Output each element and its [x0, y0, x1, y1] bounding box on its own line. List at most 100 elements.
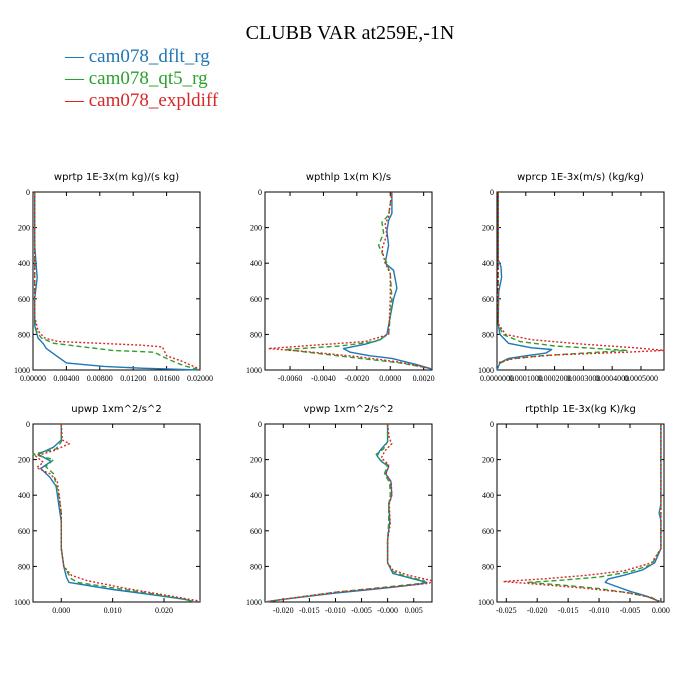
- panel-frame: [496, 423, 665, 603]
- panel-title: upwp 1xm^2/s^2: [71, 404, 161, 415]
- chart-panel-6: rtpthlp 1E-3x(kg K)/kg02004006008001000-…: [478, 404, 670, 615]
- legend-item-dflt: — cam078_dflt_rg: [65, 46, 210, 68]
- y-tick-label: 800: [18, 562, 30, 571]
- chart-panel-5: vpwp 1xm^2/s^2 0 200 400 600 800 1000 -0.020 -0.…: [246, 404, 433, 615]
- x-tick-label: -0.020: [527, 606, 548, 615]
- x-tick-label: -0.015: [558, 606, 579, 615]
- y-tick-label: 200: [18, 224, 30, 233]
- x-tick-label: 0.00000: [20, 374, 46, 383]
- panel-title: wprcp 1E-3x(m/s) (kg/kg): [517, 172, 644, 183]
- y-tick-label: 1000: [478, 598, 494, 607]
- chart-panel-3: wprcp 1E-3x(m/s) (kg/kg) 0 200 400 600 800 100…: [478, 172, 665, 383]
- series-line-3: [502, 424, 662, 603]
- y-tick-label: 400: [18, 491, 30, 500]
- x-tick-label: -0.0020: [345, 374, 370, 383]
- chart-panel-1: wprtp 1E-3x(m kg)/(s kg) 0 200 400 600 800 100…: [14, 172, 213, 383]
- y-tick-label: 200: [250, 224, 262, 233]
- series-line-3: [496, 192, 665, 364]
- x-tick-label: 0.0000000: [480, 374, 514, 383]
- y-tick-label: 0: [258, 420, 262, 429]
- legend-line-qt5: —: [65, 68, 89, 89]
- y-tick-label: 0: [490, 188, 494, 197]
- x-tick-label: -0.015: [299, 606, 320, 615]
- y-tick-label: 600: [250, 527, 262, 536]
- y-tick-label: 400: [18, 259, 30, 268]
- legend-item-qt5: — cam078_qt5_rg: [65, 68, 208, 90]
- x-tick-label: 0.00400: [53, 374, 79, 383]
- x-tick-label: -0.020: [273, 606, 294, 615]
- x-tick-label: 0.005: [405, 606, 423, 615]
- y-tick-label: 800: [250, 562, 262, 571]
- x-tick-label: 0.02000: [187, 374, 213, 383]
- x-tick-label: 0.000: [52, 606, 70, 615]
- x-tick-label: 0.010: [104, 606, 122, 615]
- series-line-2: [496, 192, 628, 366]
- x-tick-label: 0.01600: [154, 374, 180, 383]
- panel-title: wprtp 1E-3x(m kg)/(s kg): [54, 172, 179, 183]
- legend-label-dflt: cam078_dflt_rg: [88, 46, 210, 67]
- legend-line-dflt: —: [65, 46, 89, 67]
- panel-frame: [264, 191, 433, 371]
- panel-frame: [264, 423, 433, 603]
- x-tick-label: -0.0040: [311, 374, 336, 383]
- legend-line-expldiff: —: [65, 90, 89, 111]
- y-tick-label: 400: [482, 491, 494, 500]
- x-tick-label: -0.010: [589, 606, 610, 615]
- panel-frame: [32, 423, 201, 603]
- series-line-1: [496, 192, 553, 371]
- y-tick-label: 200: [482, 456, 494, 465]
- y-tick-label: 800: [482, 330, 494, 339]
- y-tick-label: 800: [482, 562, 494, 571]
- series-line-2: [32, 424, 196, 603]
- series-line-3: [267, 191, 429, 369]
- x-tick-label: -0.010: [325, 606, 346, 615]
- x-tick-label: -0.025: [496, 606, 517, 615]
- y-tick-label: 0: [490, 420, 494, 429]
- series-line-1: [34, 192, 201, 371]
- panel-title: wpthlp 1x(m K)/s: [306, 172, 391, 183]
- y-tick-label: 200: [250, 456, 262, 465]
- y-tick-label: 200: [482, 224, 494, 233]
- panel-frame: [32, 191, 201, 371]
- series-line-2: [284, 191, 429, 369]
- panel-frame: [496, 191, 665, 371]
- x-tick-label: 0.0000: [379, 374, 401, 383]
- y-tick-label: 800: [250, 330, 262, 339]
- legend-label-qt5: cam078_qt5_rg: [88, 68, 208, 89]
- series-line-3: [34, 192, 201, 371]
- legend-item-expldiff: — cam078_expldiff: [65, 90, 218, 112]
- y-tick-label: 800: [18, 330, 30, 339]
- y-tick-label: 400: [250, 259, 262, 268]
- x-tick-label: -0.005: [620, 606, 641, 615]
- x-tick-label: -0.000: [377, 606, 398, 615]
- y-tick-label: 600: [482, 527, 494, 536]
- x-tick-label: 0.000: [652, 606, 670, 615]
- x-tick-label: 0.0004000: [595, 374, 629, 383]
- figure-title: CLUBB VAR at259E,-1N: [245, 22, 455, 44]
- x-tick-label: 0.0003000: [566, 374, 600, 383]
- x-tick-label: 0.0002000: [538, 374, 572, 383]
- y-tick-label: 0: [26, 420, 30, 429]
- y-tick-label: 1000: [246, 598, 262, 607]
- y-tick-label: 600: [482, 295, 494, 304]
- y-tick-label: 1000: [14, 366, 30, 375]
- series-line-2: [527, 424, 662, 603]
- y-tick-label: 600: [250, 295, 262, 304]
- x-tick-label: 0.01200: [120, 374, 146, 383]
- chart-panel-4: upwp 1xm^2/s^2 0 200 400 600 800 1000 0.000 0.01…: [14, 404, 201, 615]
- y-tick-label: 400: [250, 491, 262, 500]
- chart-panel-2: wpthlp 1x(m K)/s 0 200 400 600 800 1000 -0.0060…: [246, 172, 435, 383]
- x-tick-label: -0.005: [351, 606, 372, 615]
- y-tick-label: 0: [258, 188, 262, 197]
- series-line-1: [342, 192, 433, 370]
- x-tick-label: 0.0001000: [509, 374, 543, 383]
- series-line-2: [34, 192, 201, 371]
- panel-title: vpwp 1xm^2/s^2: [303, 404, 393, 415]
- x-tick-label: 0.0005000: [624, 374, 658, 383]
- panel-title: rtpthlp 1E-3x(kg K)/kg: [525, 404, 636, 415]
- y-tick-label: 0: [26, 188, 30, 197]
- legend-label-expldiff: cam078_expldiff: [88, 90, 219, 111]
- x-tick-label: 0.00800: [87, 374, 113, 383]
- series-line-1: [604, 424, 662, 603]
- series-line-3: [264, 423, 433, 603]
